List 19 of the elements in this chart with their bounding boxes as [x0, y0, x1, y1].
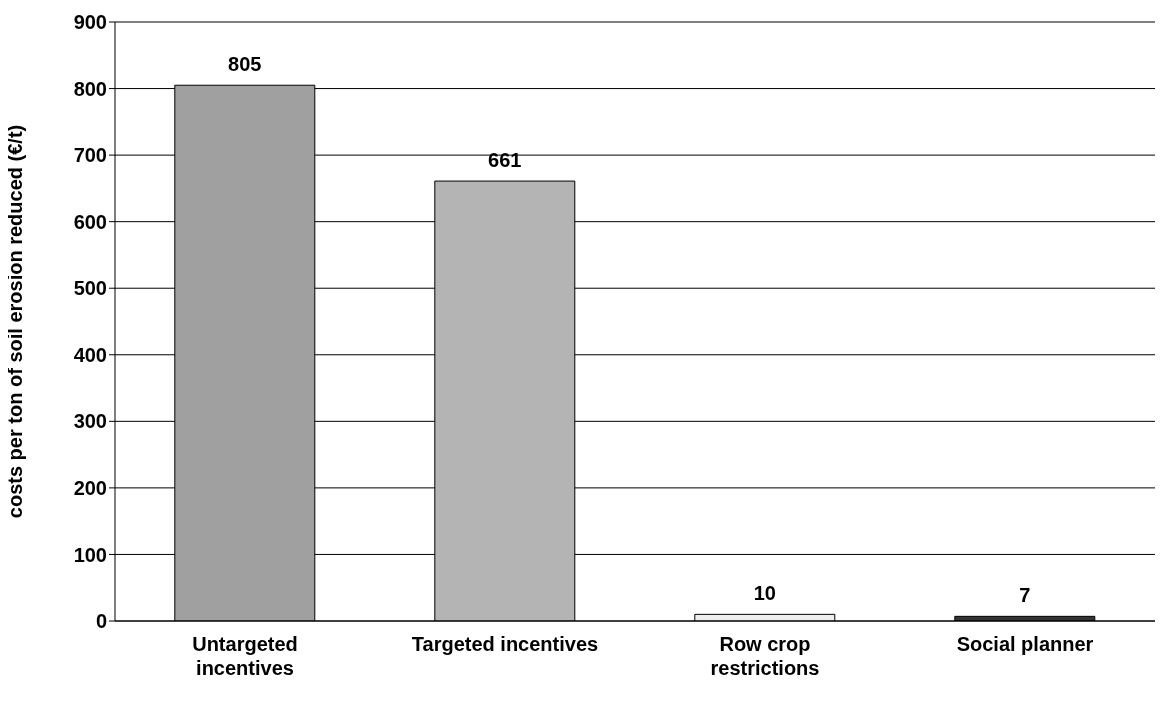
data-label: 7 — [1019, 584, 1031, 607]
y-tick-label: 500 — [73, 277, 107, 300]
y-tick-label: 0 — [95, 610, 107, 633]
data-label: 805 — [228, 53, 262, 76]
data-label: 661 — [488, 149, 522, 172]
y-tick-label: 300 — [73, 410, 107, 433]
y-tick-label: 400 — [73, 343, 107, 366]
y-tick-label: 700 — [73, 144, 107, 167]
x-tick-label: Social planner — [956, 633, 1094, 655]
y-tick-label: 800 — [73, 77, 107, 100]
x-tick-label: Targeted incentives — [411, 633, 599, 655]
y-axis-title: costs per ton of soil erosion reduced (€/t) — [4, 124, 27, 519]
y-tick-label: 900 — [73, 11, 107, 34]
y-tick-label: 100 — [73, 543, 107, 566]
y-tick-label: 200 — [73, 476, 107, 499]
x-tick-label: Untargeted incentives — [192, 633, 298, 679]
data-label: 10 — [753, 582, 776, 605]
y-tick-label: 600 — [73, 210, 107, 233]
x-tick-label: Row crop restrictions — [710, 633, 820, 679]
